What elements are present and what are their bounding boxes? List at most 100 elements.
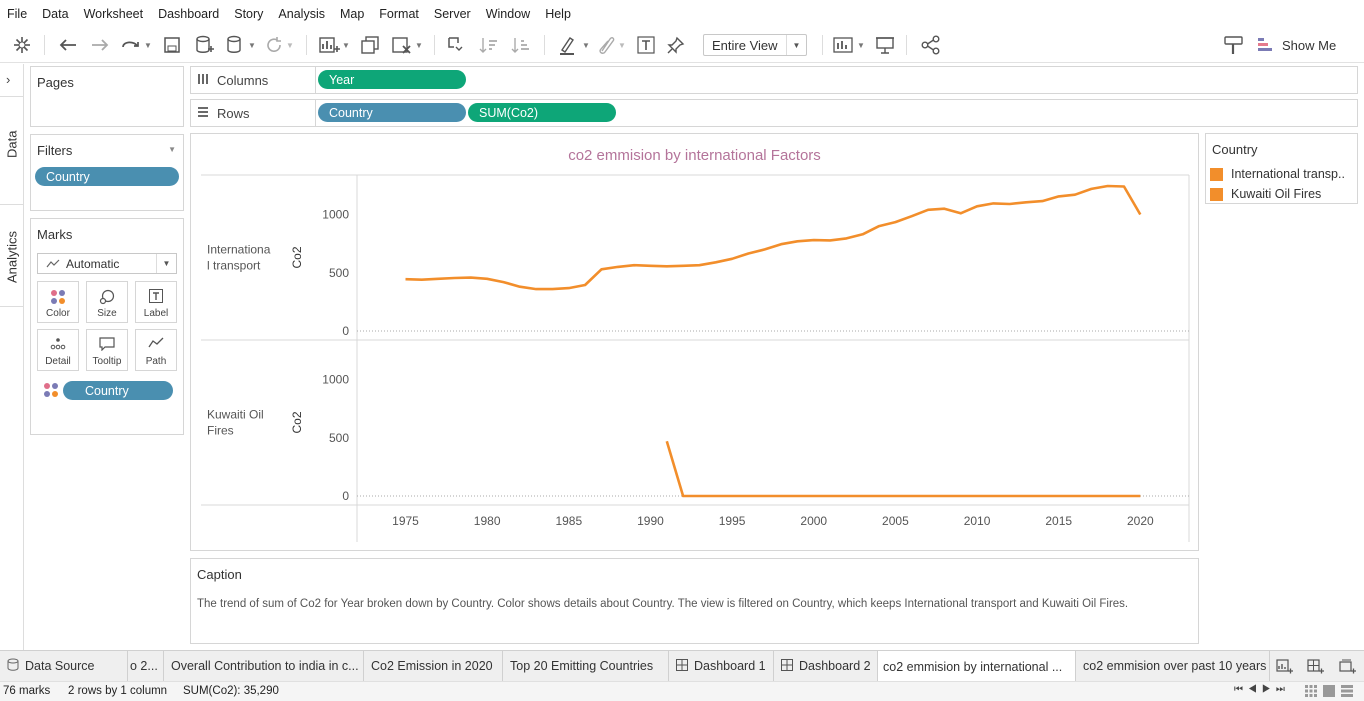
- clear-sheet-icon[interactable]: ▼: [391, 34, 423, 56]
- menu-file[interactable]: File: [7, 6, 28, 21]
- tab-data[interactable]: Data: [4, 130, 20, 158]
- tab-sheet[interactable]: Co2 Emission in 2020: [364, 651, 503, 681]
- marks-card: Marks Automatic ▼ Color Size Label Detai…: [30, 218, 184, 435]
- marks-color-button[interactable]: Color: [37, 281, 79, 323]
- swap-icon[interactable]: [446, 34, 466, 56]
- tooltip-icon: [87, 337, 127, 351]
- x-tick-label: 2000: [800, 514, 827, 528]
- filter-pill-country[interactable]: Country: [35, 167, 179, 186]
- marks-color-label: Color: [46, 308, 70, 319]
- tab-sheet[interactable]: o 2...: [128, 651, 164, 681]
- filters-menu-icon[interactable]: ▼: [168, 145, 176, 154]
- column-pill-year[interactable]: Year: [318, 70, 466, 89]
- tab-sheet[interactable]: Top 20 Emitting Countries: [503, 651, 669, 681]
- x-tick-label: 1985: [555, 514, 582, 528]
- sort-ascending-icon[interactable]: [479, 34, 499, 56]
- size-icon: [87, 289, 127, 305]
- row-pill-sum-co2[interactable]: SUM(Co2): [468, 103, 616, 122]
- series-line: [665, 440, 1141, 498]
- new-dashboard-tab-icon[interactable]: [1307, 656, 1325, 678]
- menu-map[interactable]: Map: [339, 6, 365, 21]
- color-legend[interactable]: Country International transp.. Kuwaiti O…: [1205, 133, 1358, 204]
- mark-type-dropdown[interactable]: Automatic ▼: [37, 253, 177, 274]
- tab-analytics[interactable]: Analytics: [4, 230, 20, 284]
- highlight-icon[interactable]: ▼: [558, 34, 590, 56]
- refresh-icon[interactable]: ▼: [264, 34, 294, 56]
- chevron-down-icon: ▼: [786, 35, 806, 55]
- tab-label: Top 20 Emitting Countries: [510, 659, 654, 673]
- show-me-button[interactable]: Show Me: [1258, 33, 1336, 57]
- pages-title: Pages: [37, 75, 74, 90]
- pause-updates-icon[interactable]: ▼: [226, 34, 256, 56]
- pages-shelf[interactable]: Pages: [30, 66, 184, 127]
- duplicate-sheet-icon[interactable]: [360, 34, 380, 56]
- marks-pill-country[interactable]: Country: [63, 381, 173, 400]
- menu-data[interactable]: Data: [42, 6, 69, 21]
- line-chart[interactable]: 0 500 1000 Co2 Internationa l transport 0 500 10…: [191, 134, 1198, 550]
- group-members-icon[interactable]: ▼: [596, 34, 626, 56]
- new-datasource-icon[interactable]: [195, 34, 215, 56]
- new-story-tab-icon[interactable]: [1339, 656, 1357, 678]
- redo-icon[interactable]: [90, 34, 110, 56]
- show-cards-icon[interactable]: ▼: [833, 34, 865, 56]
- expand-panel-icon[interactable]: ›: [6, 72, 11, 87]
- show-me-label: Show Me: [1282, 37, 1337, 53]
- tab-sheet[interactable]: co2 emmision over past 10 years: [1076, 651, 1270, 681]
- marks-tooltip-button[interactable]: Tooltip: [86, 329, 128, 371]
- row-pill-country[interactable]: Country: [318, 103, 466, 122]
- replay-icon[interactable]: ▼: [120, 34, 152, 56]
- tab-dashboard[interactable]: Dashboard 2: [774, 651, 878, 681]
- menu-analysis[interactable]: Analysis: [278, 6, 325, 21]
- worksheet-view[interactable]: 0 500 1000 Co2 Internationa l transport 0 500 10…: [190, 133, 1199, 551]
- tab-label: Dashboard 1: [694, 659, 766, 673]
- sheet-navigation-icons[interactable]: ⏮◀▶⏭: [1234, 684, 1290, 695]
- new-worksheet-tab-icon[interactable]: [1276, 656, 1294, 678]
- x-tick-label: 2015: [1045, 514, 1072, 528]
- share-icon[interactable]: [921, 34, 941, 56]
- tab-label: Data Source: [25, 659, 95, 673]
- sort-descending-icon[interactable]: [511, 34, 531, 56]
- legend-item[interactable]: Kuwaiti Oil Fires: [1210, 185, 1356, 203]
- menu-help[interactable]: Help: [545, 6, 571, 21]
- marks-detail-button[interactable]: Detail: [37, 329, 79, 371]
- marks-size-button[interactable]: Size: [86, 281, 128, 323]
- menu-window[interactable]: Window: [485, 6, 531, 21]
- tab-data-source[interactable]: Data Source: [0, 651, 128, 681]
- new-worksheet-icon[interactable]: ▼: [318, 34, 350, 56]
- sheet-view-icons[interactable]: [1305, 685, 1353, 697]
- y-tick-label: 1000: [322, 373, 349, 387]
- marks-path-button[interactable]: Path: [135, 329, 177, 371]
- rows-label: Rows: [197, 106, 250, 121]
- fit-dropdown[interactable]: Entire View ▼: [703, 34, 807, 56]
- tab-label: Co2 Emission in 2020: [371, 659, 493, 673]
- y-tick-label: 1000: [322, 208, 349, 222]
- row-header-label: Internationa: [207, 243, 271, 257]
- columns-shelf[interactable]: Columns Year: [190, 66, 1358, 94]
- dashboard-icon: [781, 658, 793, 674]
- menu-dashboard[interactable]: Dashboard: [158, 6, 220, 21]
- x-tick-label: 1975: [392, 514, 419, 528]
- series-line: [405, 184, 1142, 291]
- chevron-down-icon: ▼: [156, 254, 176, 273]
- rows-shelf[interactable]: Rows Country SUM(Co2): [190, 99, 1358, 127]
- filters-shelf[interactable]: Filters ▼ Country: [30, 134, 184, 211]
- marks-label-button[interactable]: Label: [135, 281, 177, 323]
- menu-bar: File Data Worksheet Dashboard Story Anal…: [0, 0, 1364, 27]
- tab-sheet[interactable]: Overall Contribution to india in c...: [164, 651, 364, 681]
- legend-item[interactable]: International transp..: [1210, 165, 1356, 183]
- menu-story[interactable]: Story: [234, 6, 264, 21]
- menu-server[interactable]: Server: [433, 6, 471, 21]
- pin-icon[interactable]: [667, 34, 685, 56]
- tableau-logo-icon[interactable]: [13, 34, 31, 56]
- tab-label: co2 emmision by international ...: [883, 659, 1063, 674]
- save-icon[interactable]: [163, 34, 181, 56]
- show-mark-labels-icon[interactable]: [637, 34, 655, 56]
- format-painter-icon[interactable]: [1223, 34, 1245, 56]
- undo-icon[interactable]: [58, 34, 78, 56]
- tab-dashboard[interactable]: Dashboard 1: [669, 651, 774, 681]
- menu-worksheet[interactable]: Worksheet: [83, 6, 144, 21]
- presentation-mode-icon[interactable]: [875, 34, 895, 56]
- menu-format[interactable]: Format: [379, 6, 419, 21]
- label-icon: [136, 289, 176, 303]
- tab-sheet-active[interactable]: co2 emmision by international ...: [878, 651, 1076, 682]
